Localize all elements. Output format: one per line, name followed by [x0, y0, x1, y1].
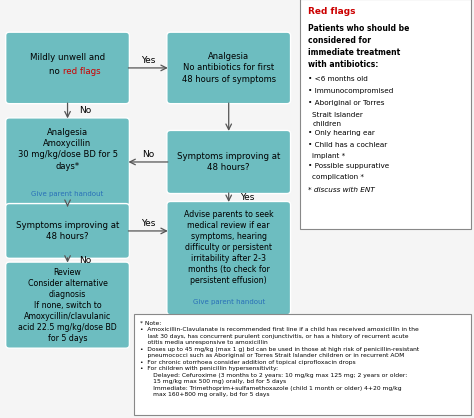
FancyBboxPatch shape	[167, 130, 291, 194]
FancyBboxPatch shape	[134, 314, 471, 415]
Text: No: No	[79, 106, 91, 115]
Text: Red flags: Red flags	[308, 7, 355, 16]
FancyBboxPatch shape	[167, 32, 291, 104]
Text: • Child has a cochlear: • Child has a cochlear	[308, 142, 387, 148]
Text: Give parent handout: Give parent handout	[31, 191, 104, 196]
Text: • Only hearing ear: • Only hearing ear	[308, 130, 374, 136]
Text: Yes: Yes	[141, 219, 155, 228]
Text: implant *: implant *	[312, 153, 346, 159]
Text: • Immunocompromised: • Immunocompromised	[308, 88, 393, 94]
FancyBboxPatch shape	[300, 0, 471, 229]
Text: Analgesia
No antibiotics for first
48 hours of symptoms: Analgesia No antibiotics for first 48 ho…	[182, 52, 276, 84]
Text: Give parent handout: Give parent handout	[192, 299, 265, 305]
Text: Symptoms improving at
48 hours?: Symptoms improving at 48 hours?	[16, 221, 119, 241]
Text: No: No	[79, 256, 91, 265]
FancyBboxPatch shape	[6, 32, 129, 104]
Text: Patients who should be
considered for
immediate treatment
with antibiotics:: Patients who should be considered for im…	[308, 24, 409, 69]
Text: Yes: Yes	[141, 56, 155, 65]
Text: children: children	[312, 121, 341, 127]
Text: • <6 months old: • <6 months old	[308, 76, 367, 82]
Text: Mildly unwell and: Mildly unwell and	[30, 53, 105, 62]
FancyBboxPatch shape	[6, 204, 129, 258]
FancyBboxPatch shape	[6, 118, 129, 206]
FancyBboxPatch shape	[167, 201, 291, 315]
Text: • Possible suppurative: • Possible suppurative	[308, 163, 389, 168]
Text: Analgesia
Amoxycillin
30 mg/kg/dose BD for 5
days*: Analgesia Amoxycillin 30 mg/kg/dose BD f…	[18, 128, 118, 171]
Text: complication *: complication *	[312, 174, 365, 180]
Text: Yes: Yes	[240, 193, 255, 202]
Text: red flags: red flags	[63, 67, 100, 76]
Text: * discuss with ENT: * discuss with ENT	[308, 187, 374, 193]
Text: Review
Consider alternative
diagnosis
If none, switch to
Amoxycillin/clavulanic
: Review Consider alternative diagnosis If…	[18, 268, 117, 342]
Text: • Aboriginal or Torres: • Aboriginal or Torres	[308, 100, 384, 106]
Text: * Note:
•  Amoxicillin-Clavulanate is recommended first line if a child has rece: * Note: • Amoxicillin-Clavulanate is rec…	[140, 321, 419, 398]
Text: no: no	[49, 67, 63, 76]
FancyBboxPatch shape	[6, 262, 129, 348]
Text: Advise parents to seek
medical review if ear
symptoms, hearing
difficulty or per: Advise parents to seek medical review if…	[184, 210, 273, 285]
Text: Strait Islander: Strait Islander	[312, 112, 363, 117]
Text: Symptoms improving at
48 hours?: Symptoms improving at 48 hours?	[177, 152, 281, 172]
Text: No: No	[142, 150, 154, 159]
